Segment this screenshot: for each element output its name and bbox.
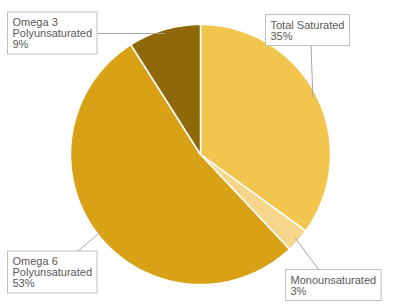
svg-text:Omega 6Polyunsaturated53%: Omega 6Polyunsaturated53%	[13, 255, 93, 289]
svg-text:Monounsaturated3%: Monounsaturated3%	[291, 274, 377, 297]
svg-text:Total Saturated35%: Total Saturated35%	[271, 19, 345, 42]
svg-text:Omega 3Polyunsaturated9%: Omega 3Polyunsaturated9%	[13, 16, 93, 50]
